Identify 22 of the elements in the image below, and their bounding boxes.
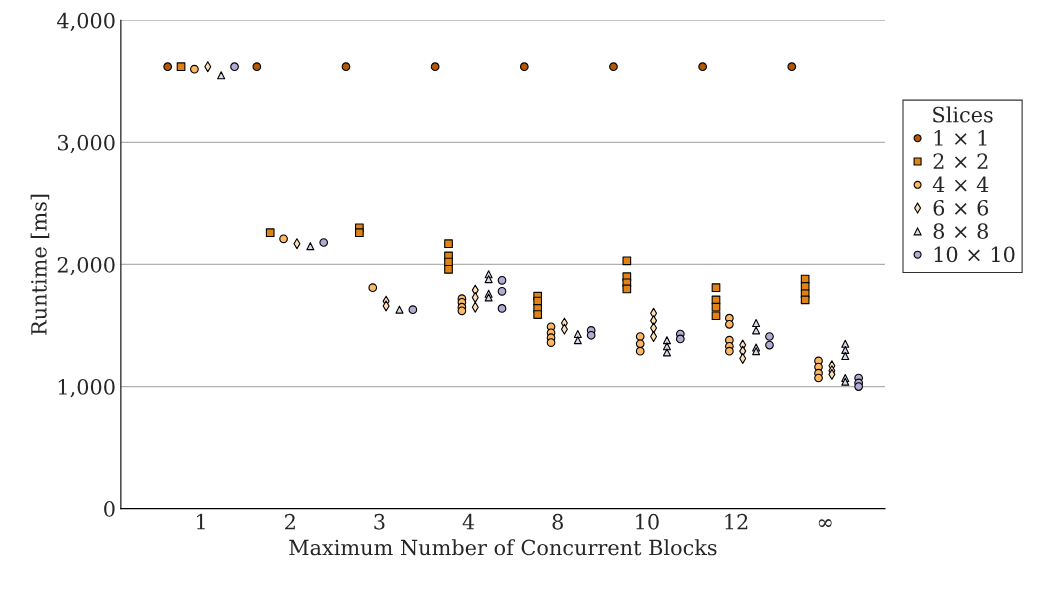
legend-label: 6 × 6 bbox=[933, 199, 989, 216]
y-tick-label: 2,000 bbox=[57, 256, 115, 276]
x-tick-label: 12 bbox=[725, 513, 748, 530]
legend-label: 8 × 8 bbox=[933, 223, 988, 239]
y-axis-title: Runtime [ms] bbox=[30, 194, 50, 335]
legend-title: Slices bbox=[933, 106, 993, 123]
y-tick-label: 4,000 bbox=[57, 12, 115, 32]
legend-label: 2 × 2 bbox=[933, 153, 988, 169]
y-tick-label: 3,000 bbox=[57, 134, 115, 154]
x-tick-label: 8 bbox=[552, 513, 563, 530]
x-tick-label: 4 bbox=[462, 513, 475, 530]
x-tick-label: 10 bbox=[636, 513, 659, 530]
x-tick-label: ∞ bbox=[818, 519, 832, 528]
x-tick-label: 1 bbox=[197, 513, 205, 530]
x-tick-label: 3 bbox=[374, 513, 385, 530]
x-axis-title: Maximum Number of Concurrent Blocks bbox=[289, 539, 717, 556]
legend-label: 4 × 4 bbox=[932, 176, 989, 193]
legend-label: 10 × 10 bbox=[934, 246, 1015, 263]
y-tick-label: 0 bbox=[104, 501, 115, 517]
legend-label: 1 × 1 bbox=[934, 130, 987, 146]
x-tick-label: 2 bbox=[285, 513, 295, 530]
y-tick-label: 1,000 bbox=[58, 379, 115, 398]
